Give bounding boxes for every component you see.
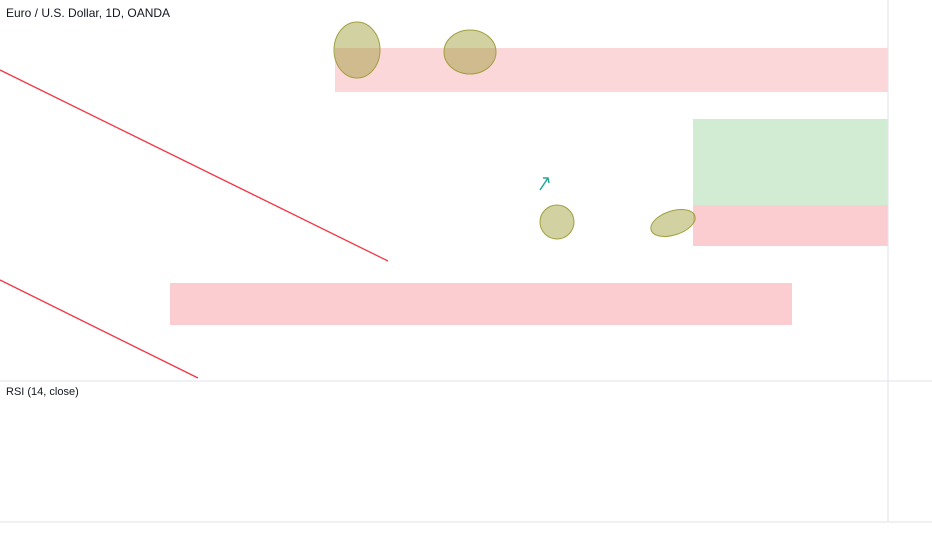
arrow bbox=[539, 177, 550, 191]
highlight bbox=[539, 204, 575, 240]
chart-title: Euro / U.S. Dollar, 1D, OANDA bbox=[6, 6, 170, 20]
support-zone bbox=[170, 283, 792, 325]
resistance-zone bbox=[335, 48, 888, 92]
highlight bbox=[443, 29, 497, 75]
stop-zone bbox=[693, 205, 888, 246]
trend-line bbox=[0, 279, 199, 379]
highlight bbox=[650, 209, 696, 237]
target-zone bbox=[693, 119, 888, 205]
trend-line bbox=[0, 69, 389, 262]
annotations bbox=[333, 21, 696, 240]
drawings bbox=[0, 48, 888, 379]
highlight bbox=[333, 21, 381, 79]
indicator-title: RSI (14, close) bbox=[6, 386, 79, 398]
